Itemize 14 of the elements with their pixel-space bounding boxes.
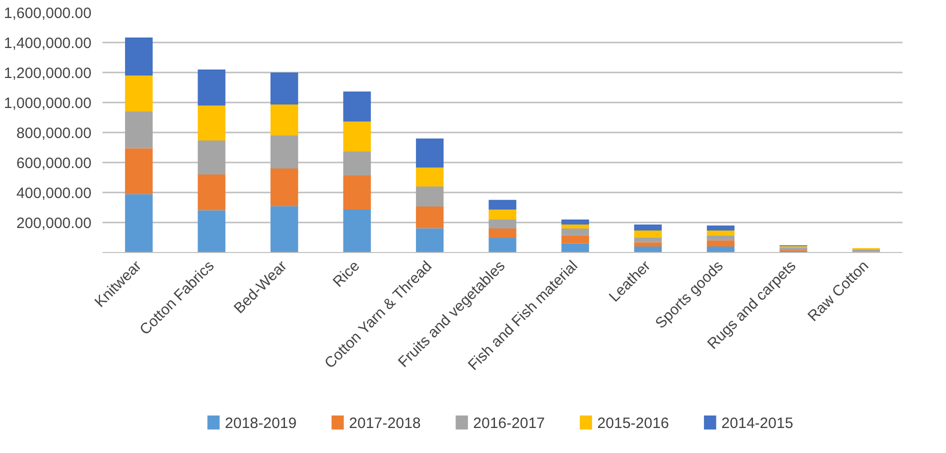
y-tick-label: 600,000.00 [16,155,92,172]
y-tick-label: 1,400,000.00 [4,35,92,52]
y-tick-label: 200,000.00 [16,215,92,232]
legend-label: 2014-2015 [721,415,794,432]
legend-label: 2018-2019 [224,415,297,432]
y-tick-label: 400,000.00 [16,185,92,202]
y-tick-label: 1,000,000.00 [4,95,92,112]
legend-label: 2016-2017 [473,415,545,432]
x-tick-label: Rice [330,257,364,291]
y-tick-label: 800,000.00 [16,125,92,142]
y-tick-label: 1,200,000.00 [4,65,92,82]
legend-label: 2015-2016 [597,415,670,432]
legend-label: 2017-2018 [349,415,421,432]
y-tick-label: 1,600,000.00 [4,5,92,22]
